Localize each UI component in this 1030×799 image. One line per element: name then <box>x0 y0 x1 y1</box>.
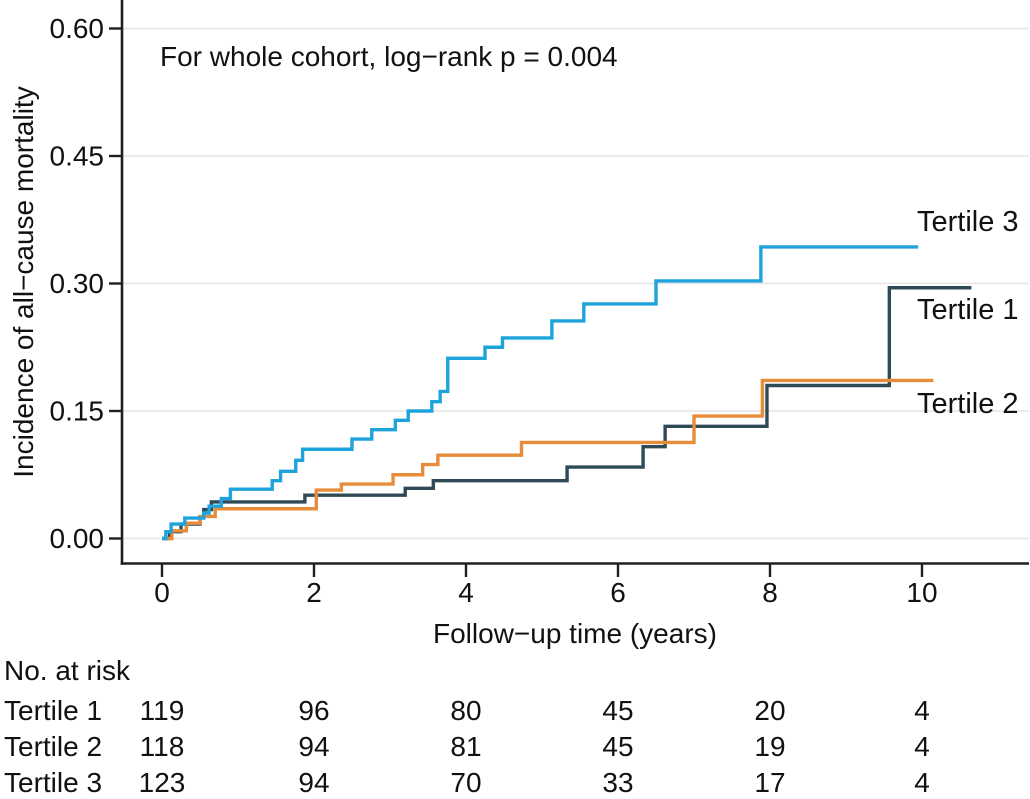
risk-row-label: Tertile 3 <box>4 767 103 798</box>
series-line-tertile-2 <box>162 378 934 541</box>
logrank-annotation: For whole cohort, log−rank p = 0.004 <box>160 41 618 72</box>
risk-count: 96 <box>298 695 330 726</box>
series-label-tertile-1: Tertile 1 <box>917 294 1019 326</box>
risk-count: 123 <box>138 767 186 798</box>
series-label-tertile-3: Tertile 3 <box>917 206 1019 238</box>
risk-count: 4 <box>914 767 930 798</box>
risk-row-tertile-3: Tertile 3 123 94 70 33 17 4 <box>0 766 1030 799</box>
risk-count: 4 <box>914 695 930 726</box>
series-line-tertile-1 <box>162 286 972 541</box>
risk-count: 20 <box>754 695 786 726</box>
risk-count: 4 <box>914 731 930 762</box>
y-tick-label: 0.30 <box>50 268 105 299</box>
risk-count: 19 <box>754 731 786 762</box>
x-tick-label: 4 <box>458 577 474 608</box>
risk-count: 17 <box>754 767 786 798</box>
x-tick-label: 8 <box>762 577 778 608</box>
risk-count: 118 <box>139 731 185 762</box>
y-tick-label: 0.00 <box>50 523 105 554</box>
risk-row-label: Tertile 1 <box>4 695 103 726</box>
series-label-tertile-2: Tertile 2 <box>917 388 1019 420</box>
x-tick-label: 0 <box>154 577 170 608</box>
y-axis-title: Incidence of all−cause mortality <box>8 86 39 478</box>
risk-row-label: Tertile 2 <box>4 731 103 762</box>
x-tick-label: 2 <box>306 577 322 608</box>
series-line-tertile-3 <box>162 245 919 541</box>
risk-row-tertile-2: Tertile 2 118 94 81 45 19 4 <box>0 730 1030 764</box>
risk-count: 80 <box>450 695 482 726</box>
survival-plot-canvas: 0.00 0.15 0.30 0.45 0.60 0 2 4 6 8 10 Tertile 1 Tert… <box>50 0 1029 608</box>
risk-count: 33 <box>602 767 634 798</box>
x-tick-label: 6 <box>610 577 626 608</box>
risk-count: 45 <box>602 695 634 726</box>
x-tick-label: 10 <box>906 577 937 608</box>
risk-count: 94 <box>298 731 330 762</box>
risk-table-title: No. at risk <box>4 655 131 686</box>
x-axis-title: Follow−up time (years) <box>433 618 717 649</box>
y-tick-label: 0.15 <box>50 396 105 427</box>
risk-count: 45 <box>602 731 634 762</box>
y-tick-label: 0.45 <box>50 141 105 172</box>
risk-count: 81 <box>450 731 482 762</box>
risk-row-tertile-1: Tertile 1 119 96 80 45 20 4 <box>0 694 1030 728</box>
risk-count: 94 <box>298 767 330 798</box>
y-tick-label: 0.60 <box>50 13 105 44</box>
risk-count: 119 <box>139 695 185 726</box>
risk-count: 70 <box>450 767 482 798</box>
